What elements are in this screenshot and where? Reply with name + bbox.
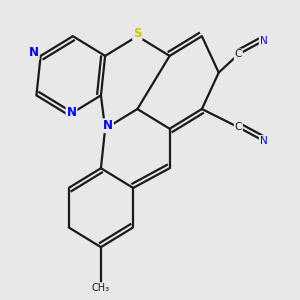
Text: N: N [260, 136, 267, 146]
Text: N: N [67, 106, 76, 118]
Text: C: C [235, 50, 242, 59]
Text: N: N [28, 46, 39, 59]
Text: N: N [260, 36, 267, 46]
Text: N: N [103, 119, 113, 132]
Text: CH₃: CH₃ [92, 283, 110, 293]
Text: C: C [235, 122, 242, 132]
Text: S: S [133, 27, 142, 40]
